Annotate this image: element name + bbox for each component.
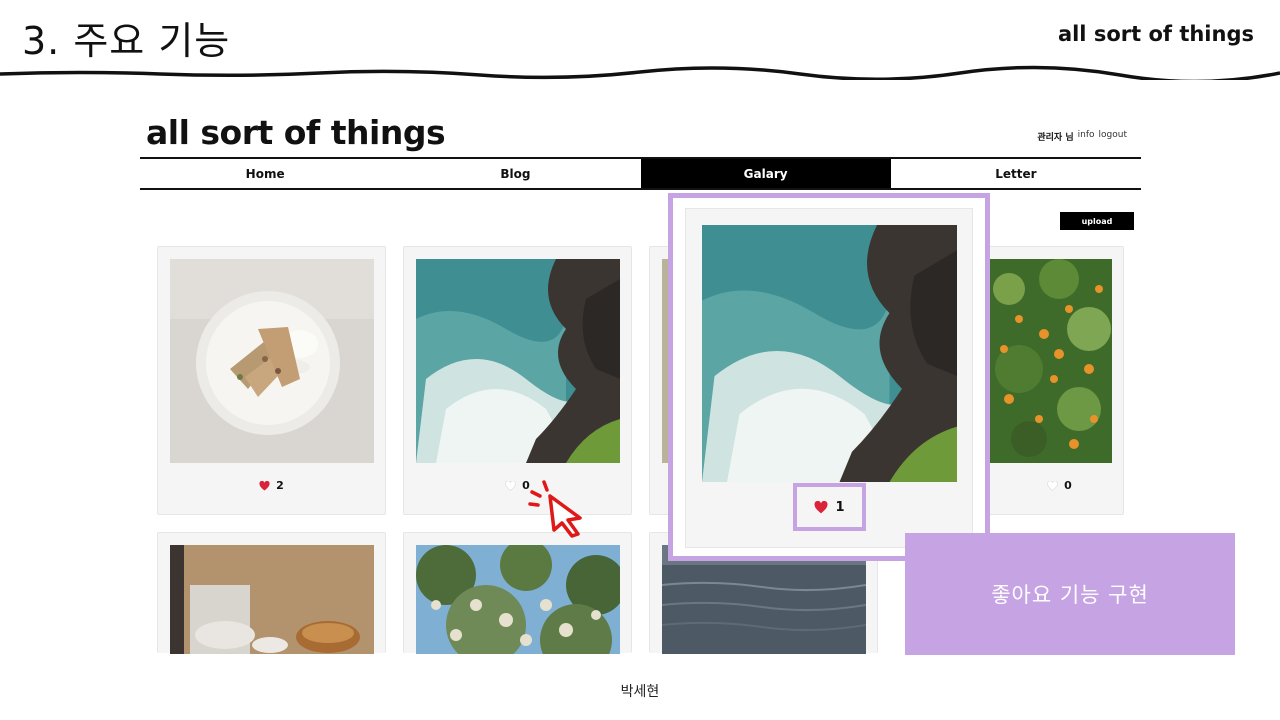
like-count: 2 bbox=[276, 479, 284, 492]
gallery-card-6[interactable] bbox=[403, 532, 632, 654]
gallery-card-2[interactable]: 0 bbox=[403, 246, 632, 515]
like-highlight-box: 1 bbox=[793, 483, 866, 531]
nav-letter[interactable]: Letter bbox=[995, 166, 1037, 181]
sea-cliff-photo[interactable] bbox=[416, 259, 620, 463]
upload-button[interactable]: upload bbox=[1060, 212, 1134, 230]
click-cursor-icon bbox=[528, 480, 582, 538]
white-flower-tree-photo[interactable] bbox=[416, 545, 620, 654]
user-greeting: 관리자 님 bbox=[1037, 133, 1074, 143]
like-counter: 0 bbox=[404, 479, 631, 492]
evening-sea-photo[interactable] bbox=[662, 545, 866, 654]
nav-blog[interactable]: Blog bbox=[500, 166, 531, 181]
heart-filled-icon[interactable] bbox=[259, 480, 270, 491]
gallery-card-5[interactable] bbox=[157, 532, 386, 654]
main-nav: Home Blog Galary Letter bbox=[140, 157, 1141, 190]
kitchen-bread-photo[interactable] bbox=[170, 545, 374, 654]
feature-caption: 좋아요 기능 구현 bbox=[905, 533, 1235, 655]
slide-brand: all sort of things bbox=[1057, 22, 1254, 46]
like-counter: 2 bbox=[158, 479, 385, 492]
like-count: 0 bbox=[522, 479, 530, 492]
sea-cliff-photo-zoomed[interactable] bbox=[702, 225, 957, 482]
heart-outline-icon[interactable] bbox=[1047, 480, 1059, 491]
heart-outline-icon[interactable] bbox=[505, 480, 517, 491]
dessert-plate-photo[interactable] bbox=[170, 259, 374, 463]
site-logo[interactable]: all sort of things bbox=[146, 113, 446, 152]
header-divider bbox=[0, 65, 1280, 80]
nav-home[interactable]: Home bbox=[245, 166, 285, 181]
like-count: 0 bbox=[1064, 479, 1072, 492]
slide-title: 3. 주요 기능 bbox=[22, 19, 231, 63]
heart-filled-icon[interactable] bbox=[814, 500, 828, 514]
like-counter: 0 bbox=[996, 479, 1123, 492]
like-count: 1 bbox=[835, 499, 845, 515]
logout-link[interactable]: logout bbox=[1098, 130, 1127, 140]
info-link[interactable]: info bbox=[1077, 130, 1095, 140]
site-user-links: 관리자 님 info logout bbox=[1037, 130, 1127, 143]
slide-footer-author: 박세현 bbox=[620, 684, 660, 700]
orange-flowers-photo[interactable] bbox=[989, 259, 1112, 463]
gallery-card-1[interactable]: 2 bbox=[157, 246, 386, 515]
nav-galary[interactable]: Galary bbox=[640, 159, 891, 188]
